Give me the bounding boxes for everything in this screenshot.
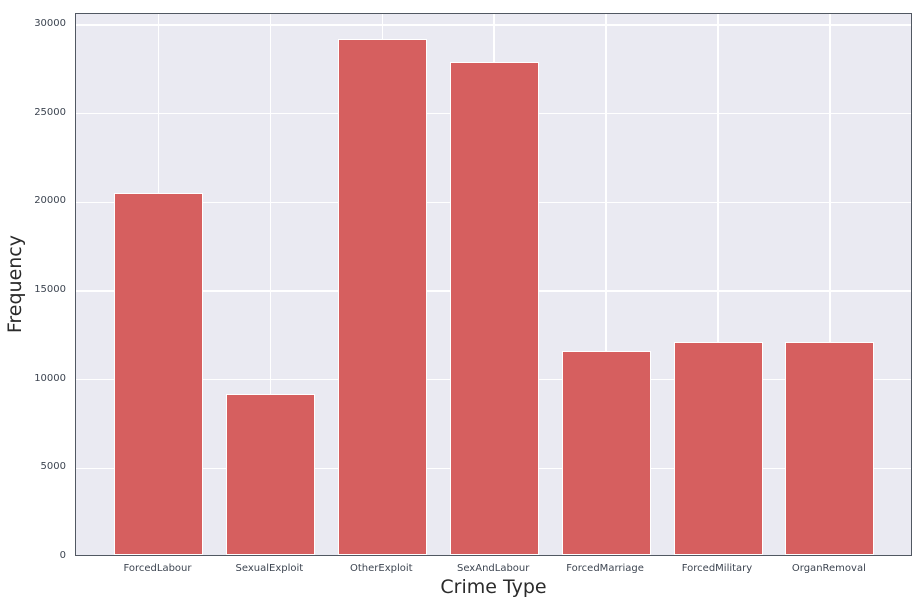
x-tick-label: SexualExploit <box>235 563 304 574</box>
y-tick-label: 25000 <box>34 106 66 118</box>
x-tick-label: ForcedMilitary <box>681 563 753 574</box>
y-tick-label: 10000 <box>34 372 66 384</box>
x-axis-label: Crime Type <box>440 576 547 598</box>
x-tick-label: OrganRemoval <box>791 563 866 574</box>
x-tick-label: SexAndLabour <box>456 563 530 574</box>
bar-OrganRemoval <box>785 342 875 555</box>
y-axis-label: Frequency <box>4 235 26 334</box>
x-tick-label: ForcedLabour <box>123 563 192 574</box>
bar-SexualExploit <box>225 393 315 555</box>
x-tick-label: ForcedMarriage <box>566 563 644 574</box>
y-axis-label-container: Frequency <box>2 13 28 556</box>
gridline-vertical <box>605 14 607 555</box>
gridline-vertical <box>717 14 719 555</box>
bar-ForcedMarriage <box>561 351 651 555</box>
gridline-vertical <box>829 14 831 555</box>
y-tick-label: 5000 <box>40 461 66 473</box>
plot-area <box>75 13 912 556</box>
y-tick-label: 20000 <box>34 195 66 207</box>
gridline-vertical <box>269 14 272 555</box>
bar-SexAndLabour <box>449 62 539 555</box>
y-tick-label: 0 <box>59 550 66 561</box>
x-tick-label: OtherExploit <box>350 563 413 574</box>
bar-OtherExploit <box>337 38 427 555</box>
y-tick-label: 15000 <box>34 283 66 295</box>
y-tick-label: 30000 <box>34 17 66 29</box>
bar-ForcedMilitary <box>673 342 763 555</box>
bar-ForcedLabour <box>114 193 203 555</box>
